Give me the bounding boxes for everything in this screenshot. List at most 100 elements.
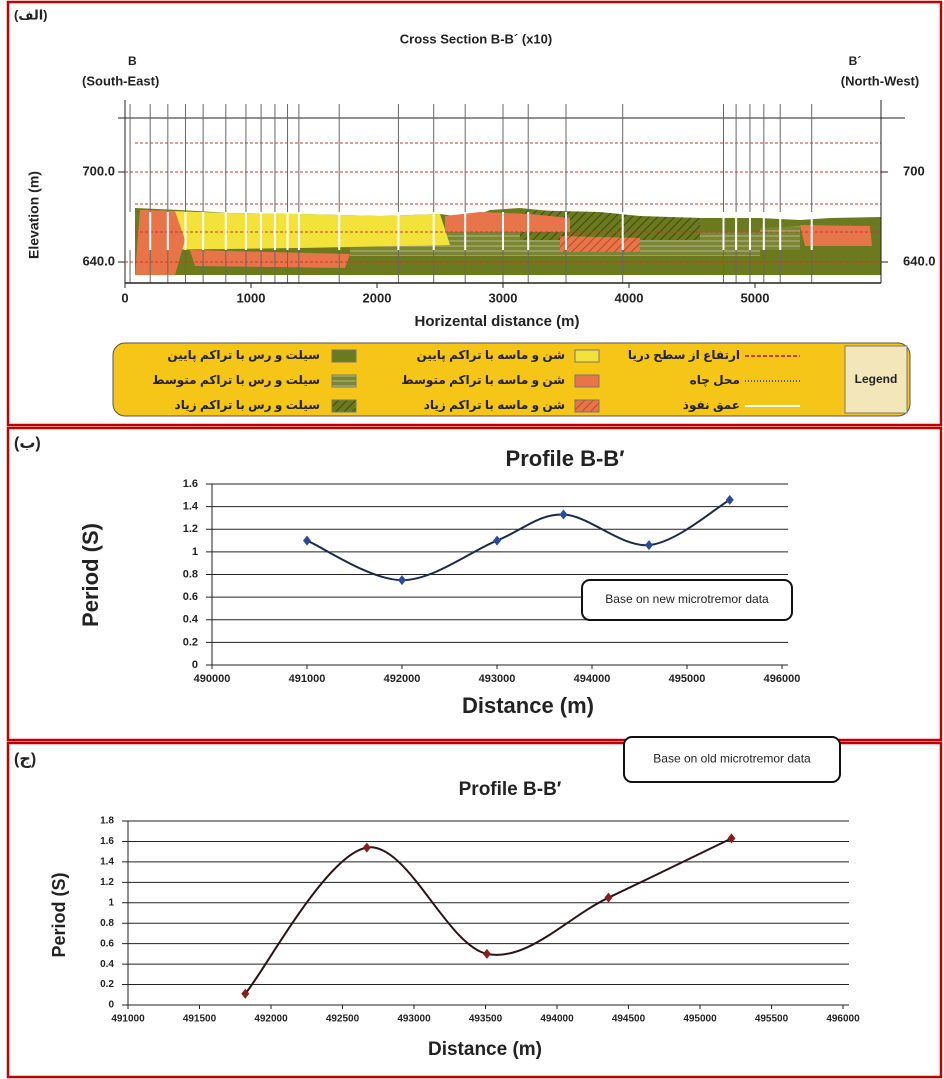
annotation-box xyxy=(581,579,793,621)
legend-swatch xyxy=(574,349,600,363)
x-tick-label: 491500 xyxy=(183,1014,217,1025)
y-tick-label: 700.0 xyxy=(82,163,115,178)
y-tick-label: 1.8 xyxy=(100,816,114,827)
y-tick-label: 1.2 xyxy=(183,523,198,535)
data-point xyxy=(398,575,406,586)
x-tick-label: 491000 xyxy=(111,1014,145,1025)
data-line xyxy=(244,837,732,995)
end-label: B´ xyxy=(849,54,862,68)
panel-border xyxy=(6,426,943,742)
x-tick-label: 0 xyxy=(121,290,128,305)
panel-label: (الف) xyxy=(14,7,48,22)
x-tick-label: 495000 xyxy=(669,673,706,685)
legend-label: سیلت و رس با تراکم پایین xyxy=(167,348,320,363)
y-tick-label: 0.8 xyxy=(183,568,198,580)
legend-label: سیلت و رس با تراکم متوسط xyxy=(152,373,320,388)
y-tick-label: 0.6 xyxy=(100,938,114,949)
data-point xyxy=(559,509,568,520)
x-tick-label: 490000 xyxy=(194,673,231,685)
legend-label: عمق نفوذ xyxy=(683,398,740,413)
data-point xyxy=(493,535,501,546)
legend-box xyxy=(112,342,911,417)
x-tick-label: 492000 xyxy=(384,673,421,685)
end-direction: (South-East) xyxy=(82,73,159,88)
y-axis-label: Period (S) xyxy=(78,523,103,627)
legend-label: ارتفاع از سطح دریا xyxy=(628,348,740,362)
x-tick-label: 491000 xyxy=(289,673,326,685)
x-tick-label: 496000 xyxy=(826,1014,860,1025)
legend-swatch xyxy=(331,374,357,388)
geology xyxy=(118,117,905,275)
data-line xyxy=(306,498,731,582)
x-tick-label: 496000 xyxy=(764,673,801,685)
y-tick-label: 1.2 xyxy=(100,877,114,888)
annotation: Base on new microtremor data xyxy=(605,592,769,606)
y-tick-label: 0 xyxy=(108,1000,114,1011)
y-tick-label: 1 xyxy=(108,897,114,908)
chart-title: Profile B-B′ xyxy=(506,446,625,471)
end-direction: (North-West) xyxy=(841,73,919,88)
y-tick-label: 1.4 xyxy=(183,501,199,513)
y-tick-label: 1 xyxy=(192,546,198,558)
y-tick-label: 0 xyxy=(192,659,198,671)
x-tick-label: 494000 xyxy=(574,673,611,685)
x-tick-label: 5000 xyxy=(741,290,770,305)
x-tick-label: 494000 xyxy=(540,1014,574,1025)
data-point xyxy=(727,833,736,844)
panel-border xyxy=(6,0,943,427)
y-tick-label: 1.6 xyxy=(100,836,114,847)
chart-title: Profile B-B′ xyxy=(459,779,562,800)
legend-label: شن و ماسه با تراکم پایین xyxy=(417,348,565,363)
y-tick-label: 0.6 xyxy=(183,591,198,603)
data-point xyxy=(303,535,311,546)
y-tick-label: 0.8 xyxy=(100,918,114,929)
y2-tick-label: 640.0 xyxy=(903,253,936,268)
legend-title: Legend xyxy=(855,372,898,386)
x-tick-label: 495000 xyxy=(683,1014,717,1025)
y-tick-label: 0.4 xyxy=(183,614,199,626)
legend-swatch xyxy=(331,399,357,413)
legend-label: سیلت و رس با تراکم زیاد xyxy=(175,398,320,413)
annotation: Base on old microtremor data xyxy=(653,752,811,766)
x-tick-label: 3000 xyxy=(489,290,518,305)
x-axis-label: Distance (m) xyxy=(428,1039,542,1060)
legend-swatch xyxy=(331,349,357,363)
panel-label: (ج) xyxy=(14,751,36,768)
legend-swatch xyxy=(574,399,600,413)
x-tick-label: 495500 xyxy=(755,1014,789,1025)
x-tick-label: 492500 xyxy=(326,1014,360,1025)
x-tick-label: 493000 xyxy=(397,1014,431,1025)
end-label: B xyxy=(128,54,137,68)
x-tick-label: 492000 xyxy=(254,1014,288,1025)
data-point xyxy=(645,540,653,551)
panel-label: (ب) xyxy=(14,435,41,452)
y-tick-label: 640.0 xyxy=(82,253,115,268)
legend-label: شن و ماسه با تراکم زیاد xyxy=(424,398,565,413)
data-point xyxy=(604,892,613,903)
y-axis-label: Period (S) xyxy=(49,872,69,957)
y-axis-label: Elevation (m) xyxy=(26,171,42,259)
y-tick-label: 0.2 xyxy=(100,979,114,990)
data-point xyxy=(725,494,734,505)
x-tick-label: 4000 xyxy=(615,290,644,305)
x-axis-label: Horizental distance (m) xyxy=(414,313,579,330)
x-axis-label: Distance (m) xyxy=(462,693,594,718)
x-tick-label: 2000 xyxy=(363,290,392,305)
legend-label: محل چاه xyxy=(690,373,740,387)
x-tick-label: 494500 xyxy=(612,1014,646,1025)
y-tick-label: 0.4 xyxy=(100,959,114,970)
panel-border xyxy=(6,741,943,1079)
x-tick-label: 1000 xyxy=(237,290,266,305)
annotation-box xyxy=(623,736,841,783)
data-point xyxy=(362,842,371,853)
y2-tick-label: 700 xyxy=(903,163,925,178)
y-tick-label: 0.2 xyxy=(183,636,198,648)
x-tick-label: 493000 xyxy=(479,673,516,685)
legend-swatch xyxy=(574,374,600,388)
y-tick-label: 1.4 xyxy=(100,857,114,868)
y-tick-label: 1.6 xyxy=(183,478,198,490)
x-tick-label: 493500 xyxy=(469,1014,503,1025)
legend-label: شن و ماسه با تراکم متوسط xyxy=(401,373,565,388)
